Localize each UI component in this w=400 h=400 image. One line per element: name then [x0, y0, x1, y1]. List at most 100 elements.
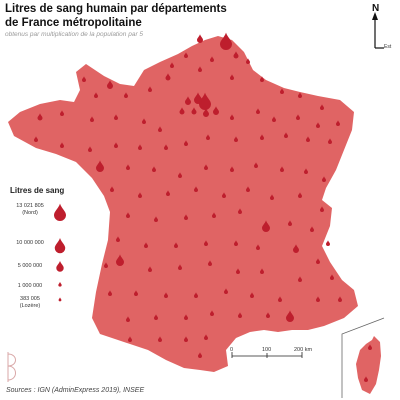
legend-label-lozere: 383 005 (Lozère): [19, 296, 41, 309]
blood-drop: [256, 108, 260, 114]
blood-drop: [179, 107, 185, 115]
blood-drop: [178, 172, 182, 178]
blood-drop: [210, 56, 214, 62]
blood-drop: [96, 160, 104, 172]
blood-drop: [270, 194, 274, 200]
blood-drop: [310, 226, 314, 232]
scale-tick-0: 0: [230, 347, 234, 353]
blood-drop: [262, 220, 270, 232]
legend-label-nord: 13 021 805 (Nord): [16, 203, 44, 216]
blood-drop: [142, 118, 146, 124]
blood-drop: [260, 268, 264, 274]
blood-drop: [198, 352, 202, 358]
blood-drop: [278, 296, 282, 302]
blood-drop: [330, 274, 334, 280]
blood-drop: [322, 176, 326, 182]
blood-drop: [230, 166, 234, 172]
blood-drop: [110, 186, 114, 192]
corsica-inset-frame: [341, 317, 385, 398]
blood-drop: [199, 92, 211, 110]
blood-drop: [94, 92, 98, 98]
blood-drop: [298, 92, 302, 98]
blood-drop: [144, 242, 148, 248]
blood-drop: [194, 186, 198, 192]
blood-drop: [254, 162, 258, 168]
blood-drop: [170, 62, 174, 68]
blood-drop: [88, 146, 92, 152]
blood-drop: [236, 268, 240, 274]
blood-drop: [230, 114, 234, 120]
blood-drop: [224, 288, 228, 294]
blood-drop: [286, 310, 294, 322]
blood-drop: [194, 92, 202, 104]
blood-drop: [260, 76, 264, 82]
blood-drop: [298, 276, 302, 282]
blood-drop: [203, 108, 209, 117]
blood-drop: [138, 144, 142, 150]
legend-drop: [56, 260, 64, 272]
blood-drop: [184, 140, 188, 146]
scale-tick-200: 200 km: [294, 347, 313, 353]
blood-drop: [174, 242, 178, 248]
blood-drop: [306, 136, 310, 142]
legend-drops: [54, 203, 66, 302]
blood-drop: [316, 296, 320, 302]
legend-drop: [58, 281, 62, 287]
title-line-2: de France métropolitaine: [5, 17, 142, 29]
blood-drop: [328, 138, 332, 144]
blood-drop: [128, 336, 132, 342]
blood-drop: [298, 192, 302, 198]
drop-symbols: [34, 32, 372, 382]
blood-drop: [250, 292, 254, 298]
blood-drop: [288, 220, 292, 226]
blood-drop: [338, 296, 342, 302]
blood-drop: [320, 104, 324, 110]
north-label: N: [372, 3, 380, 14]
blood-drop: [82, 76, 86, 82]
map-title: Litres de sang humain par départements d…: [5, 2, 295, 30]
blood-drop: [256, 244, 260, 250]
blood-drop: [185, 96, 191, 105]
blood-drop: [222, 192, 226, 198]
blood-drop: [114, 142, 118, 148]
blood-drop: [230, 74, 234, 80]
blood-drop: [164, 292, 168, 298]
blood-drop: [204, 164, 208, 170]
blood-drop: [272, 116, 276, 122]
blood-drop: [108, 290, 112, 296]
blood-drop: [60, 110, 64, 116]
blood-drop: [37, 113, 43, 121]
blood-drop: [107, 80, 113, 89]
legend-title: Litres de sang: [10, 186, 65, 195]
sources-note: Sources : IGN (AdminExpress 2019), INSEE: [6, 387, 145, 394]
legend-drop: [58, 297, 62, 302]
legend-label-1m: 1 000 000: [17, 283, 43, 289]
blood-drop: [164, 144, 168, 150]
map-subtitle: obtenus par multiplication de la populat…: [5, 31, 144, 38]
legend-label-10m: 10 000 000: [16, 240, 44, 246]
blood-drop: [233, 51, 239, 59]
blood-drop: [316, 122, 320, 128]
blood-drop: [126, 316, 130, 322]
blood-drop: [148, 266, 152, 272]
scale-bar: [231, 352, 303, 358]
blood-drop: [116, 236, 120, 242]
blood-drop: [116, 254, 124, 266]
blood-drop: [197, 34, 203, 43]
blood-drop: [138, 192, 142, 198]
blood-drop: [212, 212, 216, 218]
blood-drop: [238, 312, 242, 318]
blood-drop: [246, 186, 250, 192]
blood-drop: [166, 190, 170, 196]
blood-drop: [280, 88, 284, 94]
blood-drop: [194, 292, 198, 298]
east-label: Est: [384, 44, 392, 50]
corsica: [356, 336, 381, 394]
blood-drop: [368, 344, 372, 350]
blood-drop: [158, 126, 162, 132]
blood-drop: [204, 240, 208, 246]
blood-drop: [206, 134, 210, 140]
blood-drop: [234, 136, 238, 142]
blood-drop: [154, 216, 158, 222]
scale-tick-100: 100: [262, 347, 272, 353]
